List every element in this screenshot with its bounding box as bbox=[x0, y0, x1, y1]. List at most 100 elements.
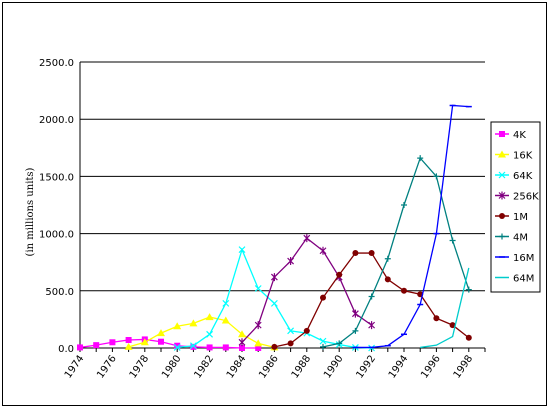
data-point bbox=[303, 327, 310, 334]
series-1m bbox=[271, 250, 472, 350]
data-point bbox=[221, 316, 230, 324]
data-point bbox=[401, 202, 407, 208]
data-point bbox=[271, 343, 278, 350]
y-tick-label: 500.0 bbox=[45, 287, 74, 298]
data-point bbox=[287, 340, 294, 347]
data-point bbox=[77, 344, 83, 351]
data-point bbox=[449, 322, 456, 329]
y-tick-label: 2500.0 bbox=[39, 58, 74, 69]
data-point bbox=[254, 339, 263, 347]
series-line-16k bbox=[128, 316, 275, 349]
data-point bbox=[157, 329, 165, 337]
data-point bbox=[206, 330, 214, 338]
legend-item: 4K bbox=[495, 130, 526, 141]
series-256k bbox=[238, 234, 376, 347]
legend-label: 256K bbox=[513, 192, 539, 203]
data-point bbox=[433, 315, 440, 322]
data-point bbox=[238, 246, 246, 254]
data-point bbox=[465, 286, 472, 293]
data-point bbox=[401, 287, 407, 294]
legend-label: 64K bbox=[513, 171, 533, 182]
legend-item: 16K bbox=[495, 150, 533, 162]
data-point bbox=[222, 344, 229, 351]
series-4m bbox=[320, 155, 472, 350]
data-point bbox=[270, 299, 278, 307]
legend-marker bbox=[499, 131, 505, 137]
data-point bbox=[189, 319, 198, 327]
data-point bbox=[368, 321, 376, 330]
data-point bbox=[336, 271, 343, 278]
series-16k bbox=[124, 313, 279, 351]
x-tick-label: 1990 bbox=[322, 353, 346, 380]
data-point bbox=[190, 343, 197, 350]
x-tick-label: 1988 bbox=[290, 353, 314, 380]
data-point bbox=[320, 343, 326, 350]
data-point bbox=[368, 250, 375, 257]
x-tick-label: 1982 bbox=[192, 353, 216, 380]
data-point bbox=[158, 338, 164, 345]
x-tick-label: 1978 bbox=[128, 353, 152, 380]
legend-item: 1M bbox=[495, 212, 528, 223]
data-point bbox=[205, 313, 214, 321]
data-point bbox=[173, 322, 182, 330]
data-point bbox=[238, 330, 246, 338]
data-point bbox=[319, 337, 327, 345]
x-tick-label: 1994 bbox=[387, 353, 411, 380]
data-point bbox=[368, 293, 375, 300]
legend-item: 64K bbox=[495, 171, 533, 182]
data-point bbox=[287, 257, 295, 266]
plot-background bbox=[80, 62, 485, 348]
x-tick-label: 1986 bbox=[257, 353, 281, 380]
legend-marker bbox=[498, 191, 506, 200]
x-tick-labels: 1974 1976 1978 1980 1982 1984 1986 1988 1990 1992… bbox=[63, 353, 475, 380]
legend-label: 4K bbox=[513, 130, 526, 141]
y-axis-label: (in millions units) bbox=[25, 167, 36, 256]
x-tick-label: 1980 bbox=[160, 353, 184, 380]
data-point bbox=[417, 155, 424, 162]
legend-item: 16M bbox=[495, 253, 534, 264]
x-tick-label: 1992 bbox=[354, 353, 378, 380]
y-tick-label: 1500.0 bbox=[39, 172, 74, 183]
data-point bbox=[433, 173, 440, 180]
y-tick-label: 0.0 bbox=[58, 344, 74, 355]
data-point bbox=[189, 342, 197, 350]
legend-label: 64M bbox=[513, 274, 534, 285]
legend-label: 4M bbox=[513, 233, 528, 244]
legend-item: 4M bbox=[495, 233, 528, 244]
legend-label: 16K bbox=[513, 151, 533, 162]
legend-marker bbox=[498, 171, 506, 179]
data-point bbox=[384, 255, 391, 262]
data-point bbox=[222, 299, 230, 307]
data-point bbox=[336, 340, 343, 347]
x-tick-label: 1974 bbox=[63, 353, 87, 380]
series-line-64m bbox=[420, 267, 470, 349]
legend-marker bbox=[498, 150, 506, 158]
legend-box bbox=[490, 121, 541, 293]
y-tick-label: 2000.0 bbox=[39, 115, 74, 126]
data-point bbox=[173, 344, 181, 351]
data-point bbox=[254, 321, 262, 330]
data-point bbox=[351, 309, 359, 318]
series-64m bbox=[420, 267, 470, 349]
data-point bbox=[238, 338, 246, 347]
plot-area bbox=[80, 62, 485, 348]
data-point bbox=[254, 285, 262, 292]
data-point bbox=[270, 273, 278, 282]
data-point bbox=[93, 342, 100, 349]
x-tick-label: 1996 bbox=[419, 353, 443, 380]
data-point bbox=[206, 344, 213, 351]
data-point bbox=[352, 327, 359, 334]
data-point bbox=[303, 234, 311, 243]
legend-item: 256K bbox=[495, 191, 539, 203]
data-point bbox=[125, 336, 132, 343]
data-point bbox=[255, 345, 262, 351]
series-lines bbox=[77, 104, 472, 352]
y-tick-labels: 0.0 500.0 1000.0 1500.0 2000.0 2500.0 bbox=[39, 58, 74, 355]
data-point bbox=[239, 345, 245, 351]
grid-lines bbox=[80, 61, 485, 292]
x-tick-label: 1984 bbox=[225, 353, 249, 380]
data-point bbox=[319, 246, 327, 255]
legend-label: 16M bbox=[513, 253, 534, 264]
data-point bbox=[465, 334, 472, 341]
